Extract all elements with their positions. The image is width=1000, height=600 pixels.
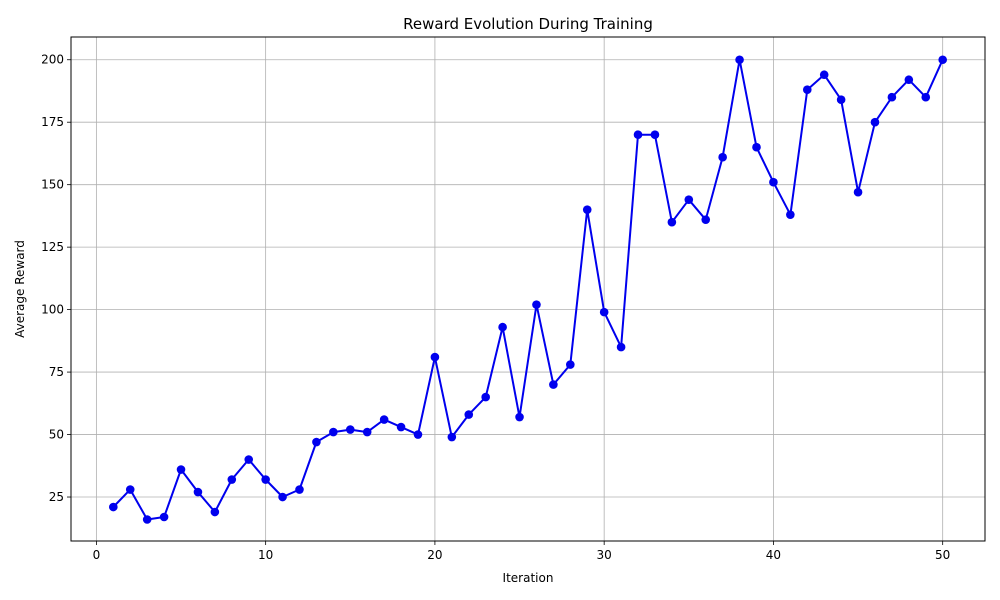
- data-point: [549, 380, 558, 389]
- chart-title: Reward Evolution During Training: [403, 15, 653, 33]
- data-point: [786, 210, 795, 219]
- data-point: [684, 195, 694, 204]
- data-point: [752, 142, 761, 152]
- data-point: [227, 475, 237, 484]
- data-point: [312, 437, 321, 447]
- plot-frame: [70, 36, 986, 542]
- y-tick-label: 75: [49, 365, 64, 379]
- series-line: [112, 58, 944, 521]
- x-axis-title: Iteration: [503, 571, 554, 585]
- x-axis: 0 10 20 30 40 50: [93, 541, 950, 562]
- data-point: [633, 130, 643, 140]
- data-point: [210, 507, 220, 517]
- data-point: [464, 410, 474, 419]
- data-point: [718, 152, 727, 162]
- x-tick-label: 30: [597, 548, 612, 562]
- data-point: [769, 177, 778, 187]
- data-point: [261, 475, 270, 484]
- data-point: [532, 300, 541, 309]
- data-point: [481, 392, 490, 402]
- data-point: [193, 487, 203, 497]
- data-point: [329, 427, 338, 437]
- y-tick-label: 125: [41, 240, 64, 254]
- data-point: [921, 92, 931, 102]
- data-point: [566, 360, 575, 369]
- x-tick-label: 10: [258, 548, 273, 562]
- data-point: [498, 322, 507, 332]
- x-tick-label: 40: [766, 548, 781, 562]
- y-tick-label: 200: [41, 53, 64, 67]
- data-point: [802, 85, 812, 95]
- x-tick-label: 20: [427, 548, 442, 562]
- data-point: [904, 75, 914, 85]
- data-point: [278, 492, 287, 502]
- data-point: [735, 55, 744, 65]
- x-tick-label: 50: [935, 548, 950, 562]
- data-point: [515, 412, 524, 422]
- data-point: [125, 485, 135, 494]
- data-series: [109, 55, 947, 524]
- data-point: [887, 92, 897, 102]
- data-point: [616, 342, 626, 352]
- data-point: [396, 422, 406, 432]
- y-tick-label: 50: [49, 428, 64, 442]
- data-point: [836, 95, 846, 105]
- y-tick-label: 175: [41, 115, 64, 129]
- data-point: [295, 485, 304, 494]
- data-point: [819, 70, 829, 80]
- data-point: [413, 430, 423, 439]
- data-point: [853, 187, 863, 197]
- data-point: [362, 427, 372, 437]
- data-point: [109, 502, 118, 512]
- data-point: [142, 515, 152, 524]
- data-point: [582, 205, 592, 214]
- data-point: [938, 55, 947, 65]
- y-axis: 25 50 75 100 125 150 175 200: [41, 53, 71, 504]
- data-point: [599, 307, 609, 317]
- y-tick-label: 100: [41, 303, 64, 317]
- y-axis-title: Average Reward: [13, 240, 27, 338]
- grid: [71, 37, 985, 541]
- data-point: [650, 130, 660, 140]
- data-point: [870, 117, 880, 127]
- data-point: [379, 415, 389, 424]
- data-point: [345, 425, 355, 434]
- y-tick-label: 25: [49, 490, 64, 504]
- x-tick-label: 0: [93, 548, 101, 562]
- data-point: [244, 455, 254, 464]
- data-point: [667, 217, 677, 227]
- data-point: [159, 512, 169, 522]
- y-tick-label: 150: [41, 178, 64, 192]
- data-point: [176, 465, 186, 474]
- data-point: [701, 215, 711, 224]
- plot-area: [71, 37, 985, 541]
- data-point: [430, 352, 440, 362]
- data-point: [447, 432, 457, 442]
